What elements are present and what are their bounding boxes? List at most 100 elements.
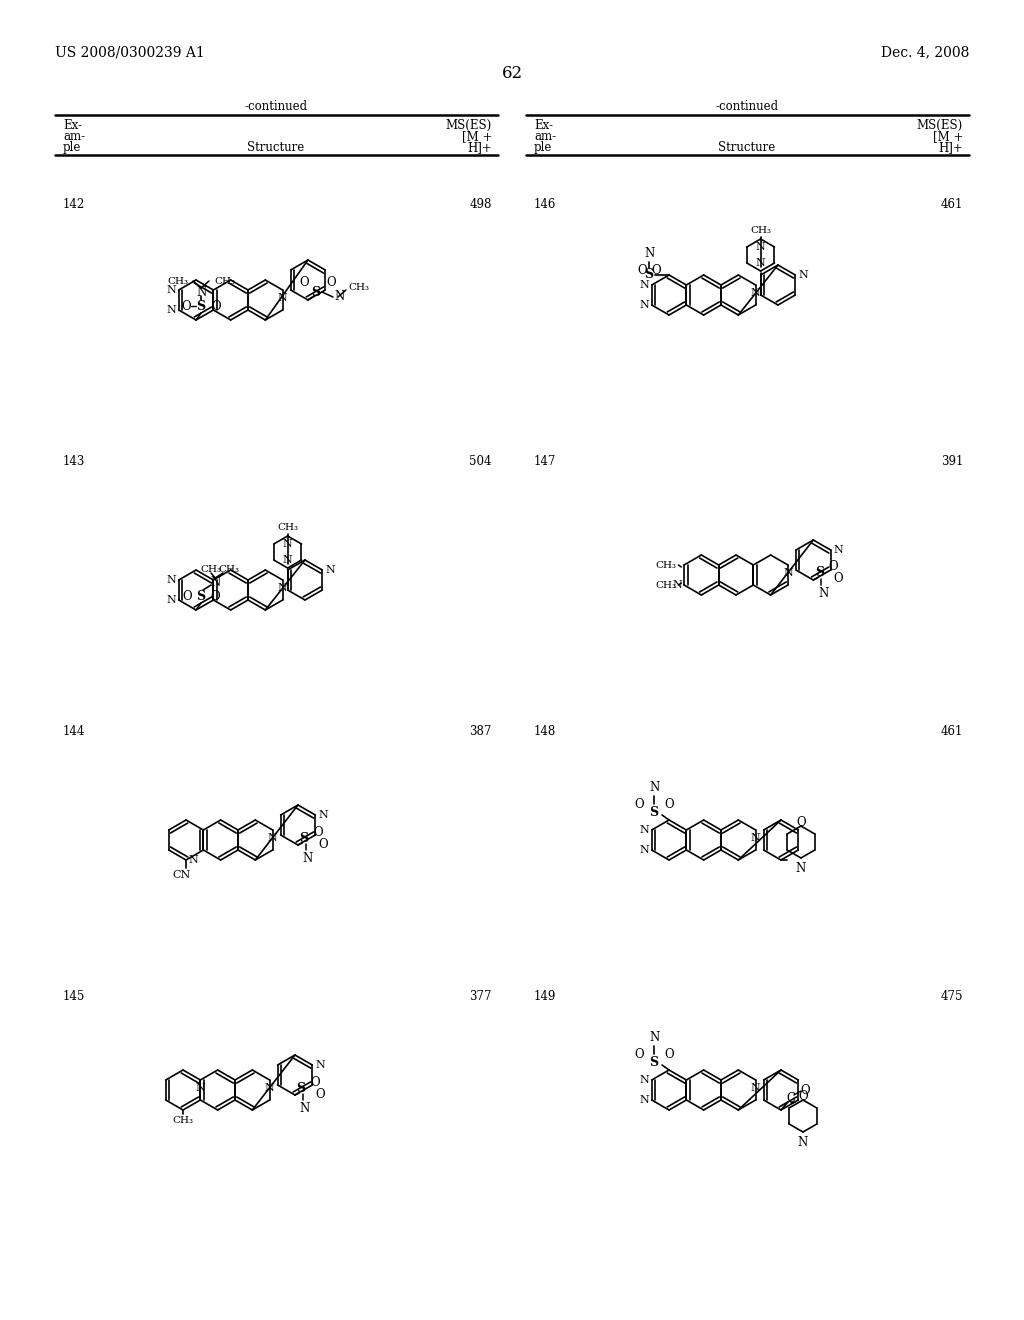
Text: O: O (651, 264, 662, 276)
Text: 62: 62 (502, 65, 522, 82)
Text: O: O (796, 816, 806, 829)
Text: 146: 146 (534, 198, 556, 211)
Text: 387: 387 (470, 725, 492, 738)
Text: N: N (640, 280, 649, 290)
Text: CH₃: CH₃ (655, 561, 677, 569)
Text: O: O (299, 276, 309, 289)
Text: N: N (649, 781, 659, 795)
Text: CH₃: CH₃ (278, 523, 298, 532)
Text: Structure: Structure (248, 141, 304, 154)
Text: N: N (640, 300, 649, 310)
Text: S: S (197, 590, 206, 602)
Text: 142: 142 (63, 198, 85, 211)
Text: Dec. 4, 2008: Dec. 4, 2008 (881, 45, 969, 59)
Text: N: N (315, 1060, 325, 1071)
Text: N: N (167, 285, 177, 294)
Text: O: O (315, 1088, 325, 1101)
Text: O: O (327, 276, 336, 289)
Text: O: O (181, 300, 190, 313)
Text: N: N (267, 833, 278, 843)
Text: CH₃: CH₃ (172, 1115, 194, 1125)
Text: ple: ple (63, 141, 81, 154)
Text: N: N (756, 242, 766, 252)
Text: N: N (640, 1074, 649, 1085)
Text: CH₃: CH₃ (218, 565, 240, 574)
Text: 377: 377 (469, 990, 492, 1003)
Text: N: N (673, 579, 682, 590)
Text: -continued: -continued (716, 100, 778, 114)
Text: C: C (786, 1092, 796, 1105)
Text: US 2008/0300239 A1: US 2008/0300239 A1 (55, 45, 205, 59)
Text: O: O (310, 1076, 319, 1089)
Text: N: N (300, 1102, 310, 1115)
Text: ple: ple (534, 141, 552, 154)
Text: CN: CN (172, 870, 190, 880)
Text: O: O (798, 1089, 808, 1102)
Text: [M +: [M + (462, 129, 492, 143)
Text: N: N (196, 1082, 205, 1093)
Text: 144: 144 (63, 725, 85, 738)
Text: O: O (665, 797, 674, 810)
Text: MS(ES): MS(ES) (916, 119, 963, 132)
Text: N: N (649, 1031, 659, 1044)
Text: N: N (644, 247, 654, 260)
Text: 391: 391 (941, 455, 963, 469)
Text: N: N (196, 285, 206, 298)
Text: 145: 145 (63, 990, 85, 1003)
Text: 143: 143 (63, 455, 85, 469)
Text: am-: am- (63, 129, 85, 143)
Text: 148: 148 (534, 725, 556, 738)
Text: O: O (634, 1048, 644, 1060)
Text: N: N (278, 583, 288, 593)
Text: [M +: [M + (933, 129, 963, 143)
Text: 498: 498 (470, 198, 492, 211)
Text: S: S (649, 805, 658, 818)
Text: CH₃: CH₃ (201, 565, 221, 574)
Text: N: N (798, 1137, 808, 1148)
Text: S: S (649, 1056, 658, 1068)
Text: N: N (751, 833, 761, 843)
Text: MS(ES): MS(ES) (445, 119, 492, 132)
Text: H]+: H]+ (938, 141, 963, 154)
Text: N: N (283, 554, 293, 565)
Text: O: O (210, 590, 220, 602)
Text: 461: 461 (941, 198, 963, 211)
Text: N: N (167, 595, 177, 605)
Text: S: S (815, 566, 824, 579)
Text: N: N (818, 587, 828, 601)
Text: N: N (799, 271, 808, 280)
Text: O: O (634, 797, 644, 810)
Text: Ex-: Ex- (534, 119, 553, 132)
Text: CH₃: CH₃ (214, 276, 236, 285)
Text: 461: 461 (941, 725, 963, 738)
Text: N: N (640, 1096, 649, 1105)
Text: 147: 147 (534, 455, 556, 469)
Text: O: O (665, 1048, 674, 1060)
Text: N: N (167, 305, 177, 315)
Text: am-: am- (534, 129, 556, 143)
Text: CH₃: CH₃ (167, 276, 188, 285)
Text: N: N (283, 539, 293, 549)
Text: S: S (644, 268, 653, 281)
Text: O: O (834, 573, 843, 586)
Text: N: N (796, 862, 806, 875)
Text: O: O (828, 561, 838, 573)
Text: 504: 504 (469, 455, 492, 469)
Text: CH₃: CH₃ (655, 581, 677, 590)
Text: S: S (197, 300, 206, 313)
Text: N: N (783, 568, 793, 578)
Text: O: O (211, 300, 221, 313)
Text: O: O (318, 837, 328, 850)
Text: N: N (834, 545, 844, 554)
Text: N: N (210, 576, 220, 589)
Text: O: O (313, 825, 323, 838)
Text: N: N (265, 1082, 274, 1093)
Text: N: N (303, 851, 313, 865)
Text: CH₃: CH₃ (751, 226, 771, 235)
Text: 149: 149 (534, 990, 556, 1003)
Text: N: N (751, 1082, 761, 1093)
Text: H]+: H]+ (467, 141, 492, 154)
Text: Structure: Structure (719, 141, 775, 154)
Text: CH₃: CH₃ (348, 282, 369, 292)
Text: O: O (637, 264, 647, 276)
